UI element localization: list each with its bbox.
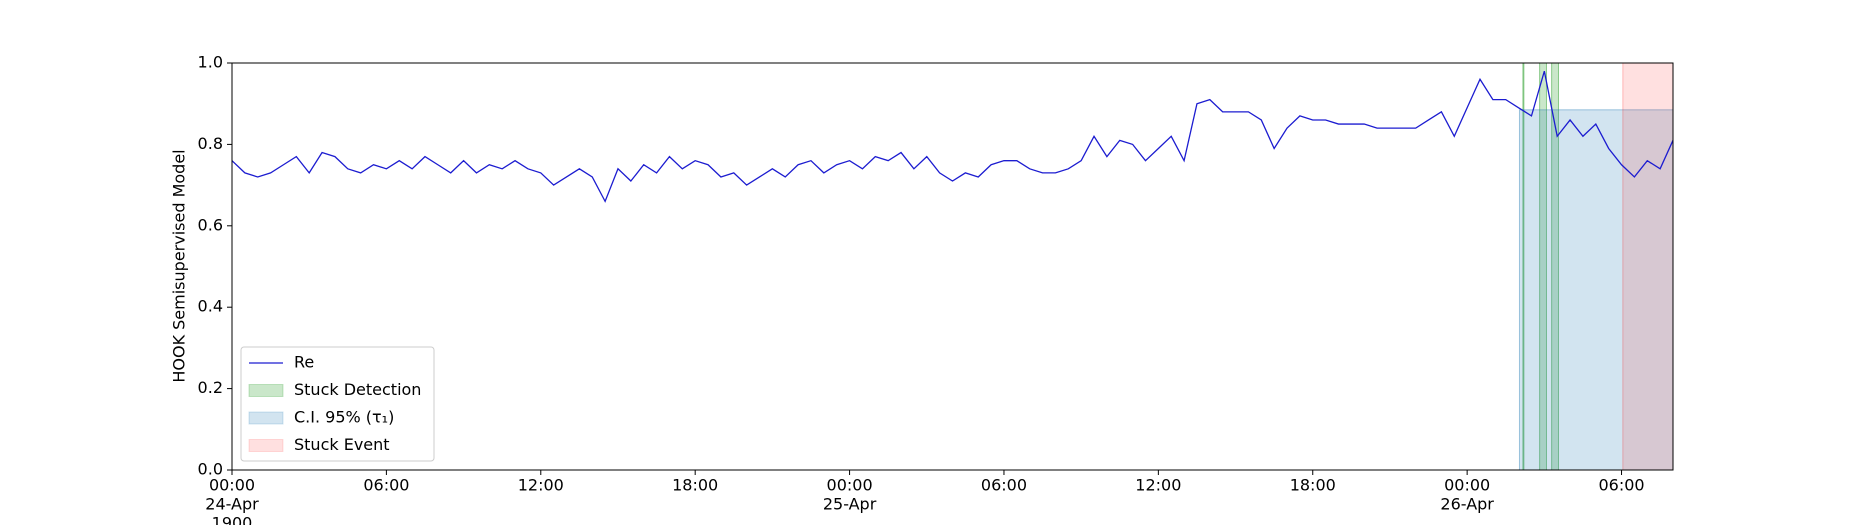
x-tick-label: 12:00 [518, 476, 564, 495]
x-tick-label: 12:00 [1135, 476, 1181, 495]
legend-label: Stuck Event [294, 435, 390, 454]
y-tick-label: 0.8 [198, 134, 223, 153]
y-tick-label: 0.4 [198, 297, 223, 316]
legend-swatch [248, 411, 284, 425]
legend-swatch [248, 384, 284, 397]
x-tick-label: 00:00 [209, 476, 255, 495]
x-tick-label: 26-Apr [1440, 495, 1494, 514]
x-tick-label: 06:00 [1598, 476, 1644, 495]
x-tick-label: 00:00 [827, 476, 873, 495]
x-tick-label: 1900 [212, 514, 253, 525]
x-tick-label: 06:00 [363, 476, 409, 495]
y-tick-label: 0.6 [198, 215, 223, 234]
x-tick-label: 06:00 [981, 476, 1027, 495]
legend-label: C.I. 95% (τ₁) [294, 408, 394, 427]
span [1518, 109, 1674, 471]
x-tick-label: 00:00 [1444, 476, 1490, 495]
legend-label: Re [294, 353, 314, 372]
legend-label: Stuck Detection [294, 380, 421, 399]
legend-box [240, 346, 435, 462]
y-tick-label: 1.0 [198, 53, 223, 72]
x-tick-label: 18:00 [672, 476, 718, 495]
axes-frame [231, 62, 1674, 471]
x-tick-label: 25-Apr [823, 495, 877, 514]
x-tick-label: 24-Apr [205, 495, 259, 514]
y-tick-label: 0.0 [198, 460, 223, 479]
line [231, 70, 1674, 203]
y-axis-label: HOOK Semisupervised Model [170, 149, 189, 382]
span [1622, 62, 1674, 471]
legend-swatch [248, 439, 284, 452]
x-tick-label: 18:00 [1290, 476, 1336, 495]
y-tick-label: 0.2 [198, 378, 223, 397]
